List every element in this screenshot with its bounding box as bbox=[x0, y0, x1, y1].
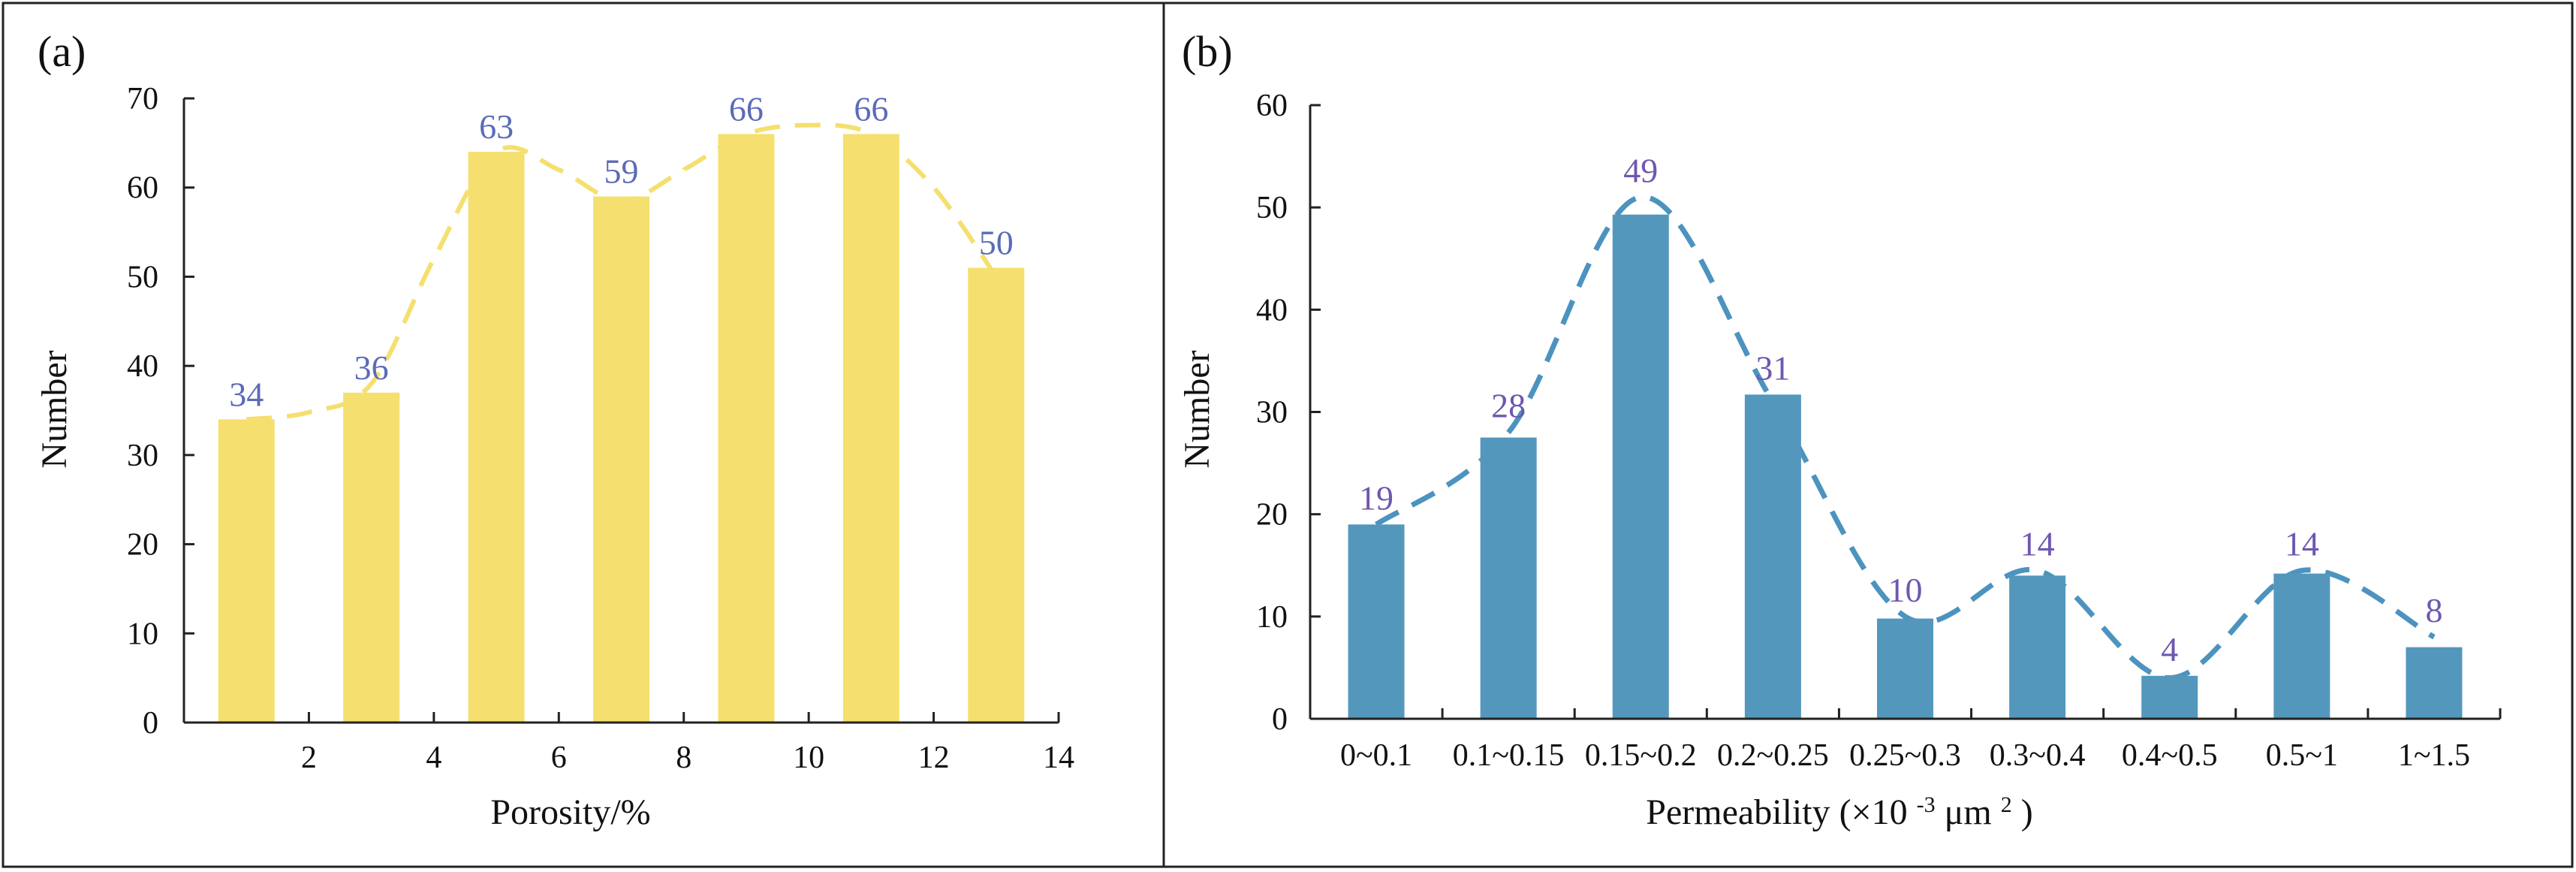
permeability-y-tick-label-60: 60 bbox=[1256, 89, 1288, 123]
porosity-x-axis-title: Porosity/% bbox=[490, 792, 650, 832]
porosity-x-tick-label-10: 10 bbox=[793, 741, 824, 775]
porosity-y-tick-label-0: 0 bbox=[143, 706, 158, 741]
porosity-bar-1 bbox=[218, 419, 275, 723]
permeability-value-labels: 19 28 49 31 10 14 4 14 8 bbox=[1359, 152, 2442, 668]
permeability-x-tick-label-6: 0.3~0.4 bbox=[1990, 738, 2086, 773]
permeability-x-tick-label-3: 0.15~0.2 bbox=[1585, 738, 1697, 773]
porosity-x-tick-label-4: 4 bbox=[426, 741, 441, 775]
permeability-x-tick-label-9: 1~1.5 bbox=[2398, 738, 2470, 773]
permeability-bar-4 bbox=[1744, 394, 1801, 719]
permeability-x-axis-title: Permeability (×10 -3 μm 2 ) bbox=[1646, 792, 2032, 833]
panel-b-label: (b) bbox=[1182, 27, 1233, 76]
permeability-x-tick-label-1: 0~0.1 bbox=[1340, 738, 1412, 773]
permeability-bars bbox=[1348, 214, 2463, 719]
permeability-y-tick-label-20: 20 bbox=[1256, 498, 1288, 533]
porosity-x-ticks: 2 4 6 8 10 12 14 bbox=[301, 712, 1074, 775]
porosity-value-label-2: 36 bbox=[354, 348, 389, 387]
permeability-y-tick-label-10: 10 bbox=[1256, 600, 1288, 635]
porosity-y-tick-label-40: 40 bbox=[127, 349, 158, 384]
porosity-bar-6 bbox=[842, 134, 899, 723]
permeability-trend-curve bbox=[1375, 195, 2436, 681]
permeability-bar-1 bbox=[1348, 524, 1405, 719]
permeability-value-label-5: 10 bbox=[1888, 571, 1923, 609]
permeability-value-label-9: 8 bbox=[2425, 591, 2442, 629]
permeability-bar-2 bbox=[1480, 437, 1537, 719]
permeability-x-tick-label-7: 0.4~0.5 bbox=[2122, 738, 2218, 773]
porosity-value-label-1: 34 bbox=[229, 375, 264, 413]
porosity-value-label-3: 63 bbox=[479, 107, 514, 146]
porosity-x-tick-label-8: 8 bbox=[676, 741, 691, 775]
porosity-bar-5 bbox=[718, 134, 775, 723]
permeability-x-axis-title-unit-exponent: 2 bbox=[2001, 792, 2012, 817]
porosity-bar-2 bbox=[343, 392, 400, 723]
permeability-bar-3 bbox=[1612, 214, 1669, 719]
permeability-value-label-7: 4 bbox=[2161, 630, 2178, 668]
permeability-value-label-8: 14 bbox=[2285, 525, 2319, 563]
permeability-value-label-6: 14 bbox=[2020, 525, 2055, 563]
porosity-bar-3 bbox=[468, 152, 525, 723]
chart-permeability: (b) 19 28 49 31 10 14 4 14 8 0 10 20 30 40 50 60 0~0.1… bbox=[1162, 2, 2574, 868]
porosity-x-tick-label-12: 12 bbox=[918, 741, 950, 775]
porosity-y-tick-label-60: 60 bbox=[127, 171, 158, 206]
permeability-value-label-4: 31 bbox=[1755, 348, 1790, 387]
porosity-x-tick-label-14: 14 bbox=[1043, 741, 1074, 775]
permeability-y-ticks: 0 10 20 30 40 50 60 bbox=[1256, 89, 1321, 737]
porosity-y-tick-label-50: 50 bbox=[127, 260, 158, 294]
porosity-bars bbox=[218, 134, 1025, 723]
permeability-y-tick-label-40: 40 bbox=[1256, 293, 1288, 327]
panel-a-label: (a) bbox=[38, 27, 86, 76]
permeability-y-tick-label-30: 30 bbox=[1256, 396, 1288, 430]
permeability-y-tick-label-50: 50 bbox=[1256, 191, 1288, 225]
porosity-bar-4 bbox=[593, 196, 649, 723]
permeability-bar-9 bbox=[2406, 647, 2463, 719]
porosity-y-axis-title: Number bbox=[35, 350, 74, 468]
porosity-y-tick-label-20: 20 bbox=[127, 528, 158, 563]
permeability-x-axis-title-exponent: -3 bbox=[1917, 792, 1936, 817]
permeability-bar-5 bbox=[1877, 618, 1933, 719]
permeability-x-tick-label-2: 0.1~0.15 bbox=[1453, 738, 1565, 773]
porosity-value-labels: 34 36 63 59 66 66 50 bbox=[229, 89, 1014, 413]
permeability-x-tick-label-5: 0.25~0.3 bbox=[1849, 738, 1961, 773]
permeability-x-ticks: 0~0.1 0.1~0.15 0.15~0.2 0.2~0.25 0.25~0.3 0.3… bbox=[1309, 708, 2502, 773]
porosity-y-tick-label-10: 10 bbox=[127, 617, 158, 651]
porosity-value-label-6: 66 bbox=[854, 89, 888, 128]
porosity-value-label-4: 59 bbox=[604, 152, 639, 191]
porosity-y-tick-label-70: 70 bbox=[127, 82, 158, 116]
panel-b-frame bbox=[1162, 2, 2574, 868]
permeability-bar-8 bbox=[2273, 573, 2330, 719]
porosity-value-label-5: 66 bbox=[729, 89, 764, 128]
porosity-y-tick-label-30: 30 bbox=[127, 439, 158, 473]
porosity-y-ticks: 0 10 20 30 40 50 60 70 bbox=[127, 82, 194, 741]
permeability-bar-6 bbox=[2009, 575, 2066, 719]
porosity-value-label-7: 50 bbox=[979, 224, 1014, 262]
porosity-x-tick-label-6: 6 bbox=[551, 741, 567, 775]
permeability-y-tick-label-0: 0 bbox=[1272, 702, 1288, 737]
porosity-x-tick-label-2: 2 bbox=[301, 741, 317, 775]
permeability-value-label-1: 19 bbox=[1359, 478, 1393, 517]
permeability-x-tick-label-4: 0.2~0.25 bbox=[1717, 738, 1829, 773]
chart-porosity: (a) 34 36 63 59 66 66 50 0 10 20 30 40 50 60 70 2 4 6 8 1… bbox=[2, 2, 1165, 868]
permeability-y-axis-title: Number bbox=[1177, 350, 1217, 468]
permeability-trend-layer bbox=[1375, 195, 2436, 681]
permeability-x-axis-title-suffix: ) bbox=[2021, 792, 2033, 832]
permeability-x-axis-title-prefix: (×10 bbox=[1839, 792, 1908, 832]
permeability-value-label-2: 28 bbox=[1491, 387, 1526, 425]
permeability-bar-7 bbox=[2141, 675, 2198, 719]
permeability-x-tick-label-8: 0.5~1 bbox=[2266, 738, 2338, 773]
permeability-value-label-3: 49 bbox=[1623, 152, 1658, 190]
porosity-bar-7 bbox=[968, 267, 1025, 723]
permeability-x-axis-title-unit: μm bbox=[1945, 792, 1992, 832]
permeability-x-axis-title-main: Permeability bbox=[1646, 792, 1830, 832]
